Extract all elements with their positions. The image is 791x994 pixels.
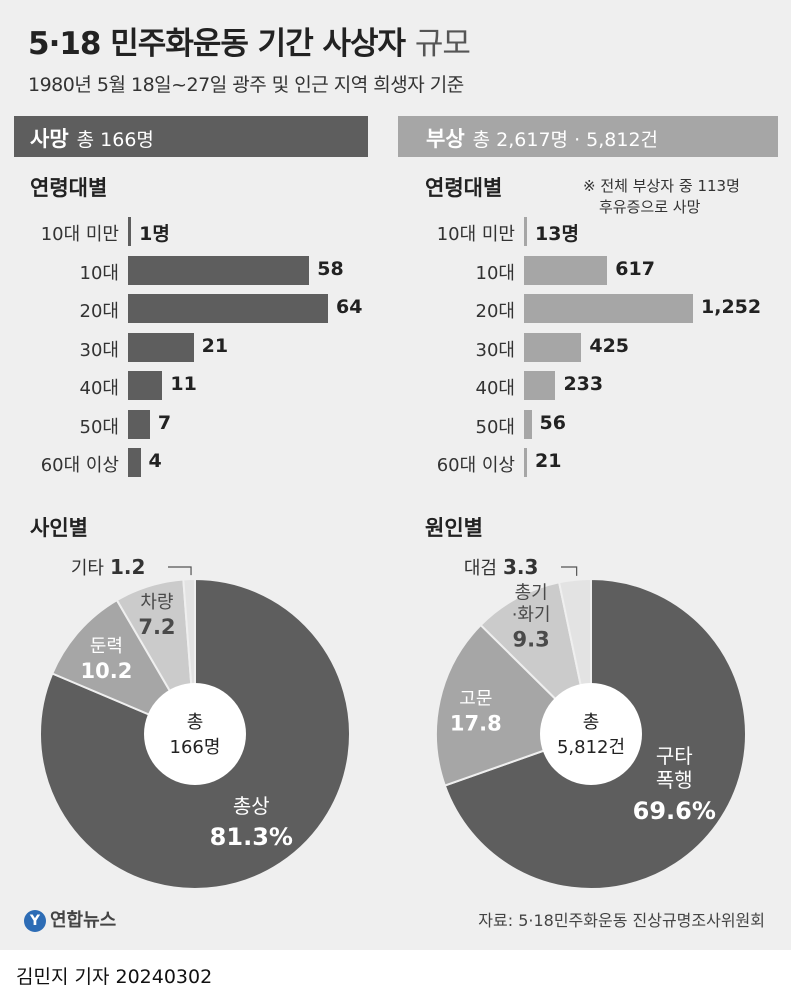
injuries-note: ※ 전체 부상자 중 113명 후유증으로 사망 <box>583 176 783 218</box>
deaths-band: 사망 총 166명 <box>14 116 368 157</box>
injuries-slice-name: 고문 <box>459 688 492 709</box>
injuries-band: 부상 총 2,617명 · 5,812건 <box>398 116 778 157</box>
deaths-band-title: 사망 <box>30 127 69 151</box>
injuries-age-value: 56 <box>539 411 566 434</box>
reporter-credit: 김민지 기자 20240302 <box>16 966 213 988</box>
deaths-slice-name: 둔력 <box>90 636 123 657</box>
deaths-age-label: 10대 <box>79 262 119 284</box>
deaths-age-bar <box>128 448 141 477</box>
injuries-age-bar <box>524 371 556 400</box>
deaths-age-label: 30대 <box>79 339 119 361</box>
injuries-slice-name: 구타 <box>656 744 693 768</box>
deaths-age-heading: 연령대별 <box>30 176 108 200</box>
injuries-callout-name: 대검 <box>464 558 497 579</box>
deaths-center-value: 166명 <box>170 737 221 758</box>
deaths-callout-line <box>168 566 192 576</box>
injuries-note-line1: ※ 전체 부상자 중 113명 <box>583 177 740 195</box>
injuries-age-value: 425 <box>589 334 630 357</box>
injuries-age-value: 13명 <box>535 223 579 245</box>
injuries-slice-name: 총기 <box>515 582 548 603</box>
injuries-center-value: 5,812건 <box>557 737 625 758</box>
deaths-age-value: 64 <box>336 296 363 318</box>
injuries-age-label: 40대 <box>475 378 515 399</box>
deaths-age-value: 58 <box>317 257 344 280</box>
deaths-slice-name: 총상 <box>233 794 270 818</box>
title-light: 규모 <box>414 26 471 62</box>
injuries-callout-value: 3.3 <box>503 555 538 579</box>
injuries-age-bar <box>524 294 693 323</box>
deaths-center-label: 총 <box>187 712 204 733</box>
injuries-age-label: 60대 이상 <box>436 455 515 476</box>
injuries-cause-heading: 원인별 <box>425 516 483 540</box>
source-note: 자료: 5·18민주화운동 진상규명조사위원회 <box>478 911 765 930</box>
injuries-slice-value: 69.6% <box>633 797 716 825</box>
injuries-age-label: 10대 <box>475 262 515 284</box>
injuries-age-value: 233 <box>563 373 604 395</box>
page-subtitle: 1980년 5월 18일~27일 광주 및 인근 지역 희생자 기준 <box>28 74 464 96</box>
deaths-donut-hole <box>144 683 246 785</box>
injuries-band-title: 부상 <box>426 127 465 151</box>
injuries-age-label: 10대 미만 <box>436 224 515 245</box>
deaths-slice-value: 81.3% <box>210 823 293 851</box>
deaths-slice-name: 차량 <box>140 592 173 613</box>
injuries-age-label: 20대 <box>475 301 515 322</box>
injuries-age-label: 30대 <box>475 339 515 361</box>
injuries-age-label: 50대 <box>475 416 515 438</box>
injuries-callout-line <box>561 566 578 576</box>
injuries-band-detail: 총 2,617명 · 5,812건 <box>472 129 659 151</box>
deaths-slice <box>39 577 351 890</box>
injuries-age-value: 21 <box>535 450 562 472</box>
injuries-donut-hole <box>540 683 642 785</box>
injuries-slice-name: ·화기 <box>512 604 551 625</box>
deaths-age-bar <box>128 217 132 246</box>
deaths-band-detail: 총 166명 <box>76 129 154 151</box>
injuries-slice-value: 17.8 <box>450 711 502 735</box>
injuries-center-label: 총 <box>583 712 600 733</box>
title-main: 5·18 민주화운동 기간 사상자 <box>28 26 406 62</box>
infographic-card: 5·18 민주화운동 기간 사상자 규모 1980년 5월 18일~27일 광주… <box>0 0 791 950</box>
injuries-age-value: 617 <box>615 257 655 280</box>
deaths-age-bar <box>128 294 328 323</box>
deaths-age-bar <box>128 409 150 439</box>
deaths-age-label: 20대 <box>79 301 119 322</box>
deaths-age-label: 40대 <box>79 378 119 399</box>
injuries-note-line2: 후유증으로 사망 <box>599 198 701 216</box>
deaths-cause-heading: 사인별 <box>30 516 88 540</box>
logo-text: 연합뉴스 <box>50 910 117 931</box>
injuries-age-bar <box>524 332 582 362</box>
injuries-age-heading: 연령대별 <box>425 176 503 200</box>
deaths-age-bar <box>128 371 163 400</box>
yonhap-logo: Y 연합뉴스 <box>24 906 116 932</box>
deaths-age-bar <box>128 332 194 362</box>
deaths-age-bar <box>128 255 310 285</box>
page-title: 5·18 민주화운동 기간 사상자 규모 <box>28 18 471 63</box>
deaths-age-value: 7 <box>157 411 172 434</box>
deaths-slice-value: 10.2 <box>81 659 133 683</box>
injuries-slice-value: 9.3 <box>513 627 550 651</box>
deaths-age-value: 11 <box>170 373 197 395</box>
deaths-callout-name: 기타 <box>71 558 105 579</box>
injuries-age-bar <box>524 409 532 439</box>
injuries-age-bar <box>524 448 527 477</box>
injuries-age-value: 1,252 <box>701 296 762 318</box>
deaths-age-label: 50대 <box>79 416 119 438</box>
deaths-age-value: 1명 <box>139 223 170 245</box>
injuries-age-bar <box>524 217 527 246</box>
deaths-age-label: 10대 미만 <box>40 224 119 245</box>
logo-mark-icon: Y <box>24 910 46 932</box>
deaths-age-value: 21 <box>201 334 229 357</box>
deaths-slice-value: 7.2 <box>138 615 175 639</box>
deaths-callout-value: 1.2 <box>110 555 145 579</box>
injuries-age-bar <box>524 255 608 285</box>
deaths-age-value: 4 <box>148 450 162 472</box>
deaths-age-label: 60대 이상 <box>40 455 119 476</box>
injuries-slice-name: 폭행 <box>656 768 693 792</box>
